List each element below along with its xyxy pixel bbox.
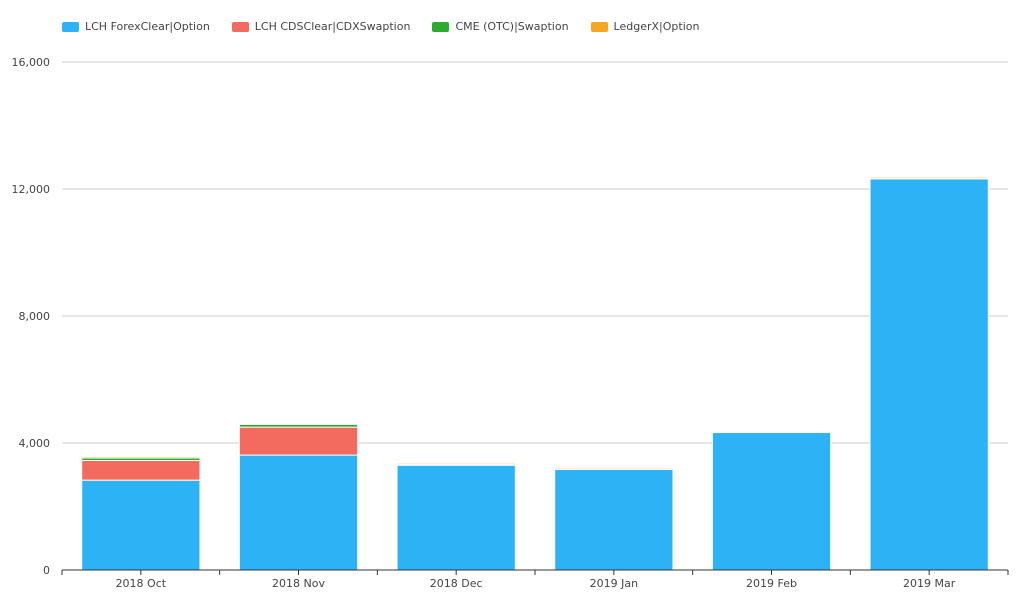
- x-tick-label: 2019 Mar: [903, 577, 956, 590]
- y-tick-label: 12,000: [12, 183, 51, 196]
- legend-item-lch-forexclear[interactable]: LCH ForexClear|Option: [62, 20, 210, 33]
- legend-swatch-cme-otc: [432, 21, 450, 32]
- bar-segment[interactable]: [238, 423, 359, 425]
- legend-label-lch-cdsclear: LCH CDSClear|CDXSwaption: [254, 20, 411, 33]
- legend-label-lch-forexclear: LCH ForexClear|Option: [85, 20, 210, 33]
- bar-segment[interactable]: [554, 468, 674, 571]
- bar-segment[interactable]: [711, 430, 832, 433]
- bar-segment[interactable]: [81, 456, 201, 459]
- bar-segment[interactable]: [554, 466, 674, 470]
- legend: LCH ForexClear|Option LCH CDSClear|CDXSw…: [62, 20, 721, 33]
- bar-segment[interactable]: [238, 454, 359, 571]
- x-tick-label: 2019 Feb: [746, 577, 797, 590]
- legend-swatch-lch-forexclear: [62, 21, 79, 32]
- bars: [81, 176, 989, 571]
- x-tick-label: 2018 Oct: [116, 577, 167, 590]
- legend-swatch-lch-cdsclear: [231, 21, 249, 32]
- y-tick-label: 0: [43, 564, 50, 577]
- y-tick-label: 16,000: [12, 56, 51, 69]
- x-tick-label: 2018 Nov: [272, 577, 325, 590]
- bar-segment[interactable]: [396, 462, 516, 466]
- bar-segment[interactable]: [869, 176, 989, 179]
- x-tick-label: 2018 Dec: [430, 577, 483, 590]
- bar-segment[interactable]: [396, 464, 516, 571]
- bar-segment[interactable]: [81, 479, 201, 571]
- y-tick-label: 8,000: [19, 310, 51, 323]
- y-axis-ticks: 0 4,000 8,000 12,000 16,000: [12, 56, 51, 577]
- gridlines: [62, 61, 1008, 444]
- legend-label-ledgerx: LedgerX|Option: [613, 20, 700, 33]
- legend-item-lch-cdsclear[interactable]: LCH CDSClear|CDXSwaption: [231, 20, 411, 33]
- legend-swatch-ledgerx: [590, 21, 608, 32]
- legend-item-cme-otc[interactable]: CME (OTC)|Swaption: [432, 20, 569, 33]
- x-axis-ticks: 2018 Oct 2018 Nov 2018 Dec 2019 Jan 2019 Feb…: [61, 570, 1009, 590]
- bar-segment[interactable]: [711, 432, 832, 571]
- x-tick-label: 2019 Jan: [590, 577, 638, 590]
- legend-item-ledgerx[interactable]: LedgerX|Option: [590, 20, 700, 33]
- bar-segment[interactable]: [81, 459, 201, 481]
- bar-segment[interactable]: [238, 426, 359, 456]
- bar-segment[interactable]: [869, 178, 989, 571]
- y-tick-label: 4,000: [19, 437, 51, 450]
- legend-label-cme-otc: CME (OTC)|Swaption: [455, 20, 569, 33]
